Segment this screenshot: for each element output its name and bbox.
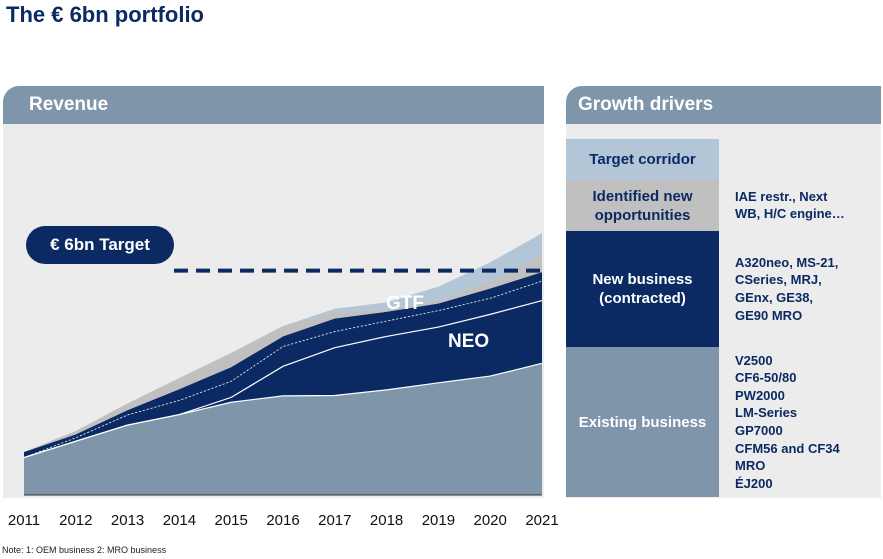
target-label-pill: € 6bn Target xyxy=(26,226,174,264)
x-tick-label: 2015 xyxy=(214,512,248,529)
growth-driver-item: MRO xyxy=(735,458,766,474)
growth-driver-label: Existing business xyxy=(578,413,707,431)
growth-driver-item: GE90 MRO xyxy=(735,307,803,323)
revenue-chart-area xyxy=(3,124,544,498)
page-title: The € 6bn portfolio xyxy=(6,2,204,27)
growth-driver-item: V2500 xyxy=(735,352,773,368)
growth-driver-item: CFM56 and CF34 xyxy=(735,440,840,456)
growth-driver-details: IAE restr., Next WB, H/C engine… xyxy=(735,188,845,223)
revenue-chart xyxy=(23,233,543,496)
growth-driver-item: WB, H/C engine… xyxy=(735,206,845,222)
growth-driver-label: New business (contracted) xyxy=(592,271,693,307)
growth-driver-item: CF6-50/80 xyxy=(735,370,797,386)
x-tick-label: 2014 xyxy=(162,512,197,529)
growth-driver-item: A320neo, MS-21, xyxy=(735,254,839,270)
growth-driver-label: Identified new opportunities xyxy=(592,187,693,224)
growth-drivers-panel-header: Growth drivers xyxy=(566,86,881,124)
area-series-3 xyxy=(24,281,542,458)
x-tick-label: 2021 xyxy=(525,512,559,529)
x-tick-label: 2012 xyxy=(59,512,93,529)
growth-driver-item: IAE restr., Next xyxy=(735,188,828,204)
growth-driver-label: Target corridor xyxy=(589,151,696,168)
growth-driver-details: A320neo, MS-21, CSeries, MRJ, GEnx, GE38, G… xyxy=(735,254,838,324)
series-boundary-line-2 xyxy=(23,299,543,459)
growth-driver-details: V2500 CF6-50/80 PW2000 LM-Series GP7000 CFM56… xyxy=(735,352,840,493)
x-tick-label: 2017 xyxy=(318,512,352,529)
series-label-neo: NEO xyxy=(448,331,490,352)
area-series-2 xyxy=(24,300,542,458)
x-tick-label: 2020 xyxy=(473,512,507,529)
area-series-5 xyxy=(24,255,542,452)
x-tick-label: 2019 xyxy=(421,512,456,529)
growth-driver-item: GP7000 xyxy=(735,422,783,438)
series-label-gtf: GTF xyxy=(386,293,424,314)
revenue-panel-header: Revenue xyxy=(3,86,544,124)
growth-driver-segment: Target corridor xyxy=(566,139,719,180)
x-tick-label: 2013 xyxy=(110,512,145,529)
footnote: Note: 1: OEM business 2: MRO business xyxy=(2,545,167,555)
growth-driver-segment: Identified new opportunities xyxy=(566,180,719,231)
growth-driver-item: LM-Series xyxy=(735,405,798,421)
area-series-4 xyxy=(24,272,542,458)
growth-driver-segment: Existing business xyxy=(566,347,719,497)
growth-driver-segment: New business (contracted) xyxy=(566,231,719,347)
x-tick-label: 2011 xyxy=(7,512,41,529)
growth-driver-item: GEnx, GE38, xyxy=(735,289,814,305)
growth-driver-item: CSeries, MRJ, xyxy=(735,272,822,288)
area-series-1 xyxy=(24,363,542,495)
series-boundary-line-3 xyxy=(23,280,543,458)
growth-driver-item: PW2000 xyxy=(735,387,785,403)
x-tick-label: 2018 xyxy=(369,512,404,529)
growth-driver-item: ÉJ200 xyxy=(735,475,773,491)
x-tick-label: 2016 xyxy=(266,512,300,529)
